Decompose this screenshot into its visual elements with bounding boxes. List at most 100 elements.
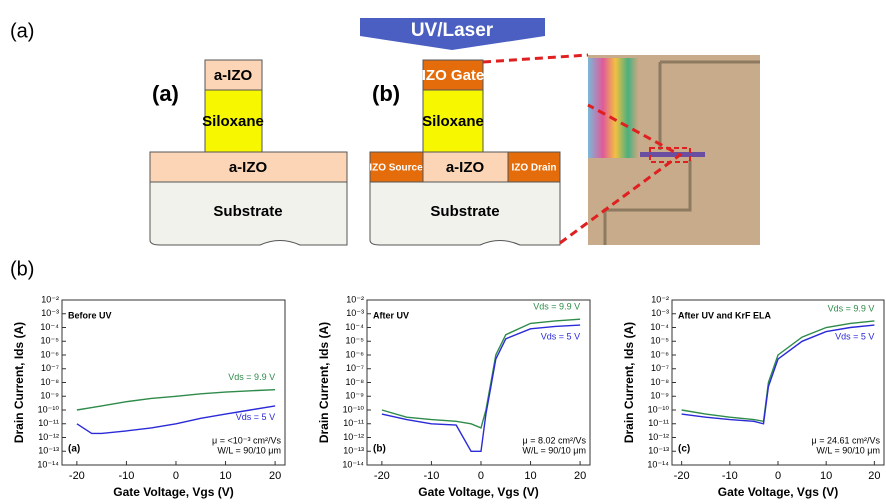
x-tick-label: -20	[69, 470, 85, 482]
y-tick-label: 10⁻²	[651, 294, 669, 304]
x-tick-label: 10	[820, 470, 832, 482]
x-tick-label: -20	[674, 470, 690, 482]
annotation: W/L = 90/10 μm	[522, 445, 586, 455]
y-tick-label: 10⁻⁷	[346, 363, 364, 373]
y-tick-label: 10⁻⁹	[40, 391, 59, 401]
panel-label: (a)	[10, 20, 34, 42]
y-axis-label: Drain Current, Ids (A)	[12, 322, 26, 443]
layer-label: Siloxane	[422, 113, 484, 130]
annotation: μ = 8.02 cm²/Vs	[523, 435, 587, 445]
layer-label: IZO Source	[369, 163, 423, 174]
y-tick-label: 10⁻²	[346, 294, 364, 304]
y-tick-label: 10⁻¹¹	[343, 418, 364, 428]
x-axis-label: Gate Voltage, Vgs (V)	[718, 485, 838, 499]
y-tick-label: 10⁻³	[41, 308, 59, 318]
device-label: (a)	[152, 81, 179, 106]
y-tick-label: 10⁻¹³	[343, 446, 364, 456]
x-tick-label: 0	[478, 470, 484, 482]
panel-label: (a)	[68, 444, 80, 455]
y-tick-label: 10⁻⁵	[651, 336, 670, 346]
x-tick-label: -10	[722, 470, 738, 482]
annotation: W/L = 90/10 μm	[217, 445, 281, 455]
y-tick-label: 10⁻¹¹	[648, 418, 669, 428]
layer-label: a-IZO	[214, 67, 253, 84]
series-label: Vds = 9.9 V	[228, 372, 275, 382]
x-tick-label: 20	[269, 470, 281, 482]
panel-label: (b)	[10, 258, 34, 280]
y-tick-label: 10⁻²	[41, 294, 59, 304]
chart: 10⁻¹⁴ 10⁻¹³ 10⁻¹² 10⁻¹¹ 10⁻¹⁰ 10⁻⁹ 10⁻⁸ 10⁻⁷ 10⁻…	[317, 294, 590, 499]
y-tick-label: 10⁻¹²	[38, 432, 59, 442]
y-tick-label: 10⁻¹⁴	[647, 459, 669, 469]
annotation: W/L = 90/10 μm	[816, 445, 880, 455]
device-a: (a) a-IZO Siloxane a-IZO Substrate	[150, 60, 347, 245]
series-label: Vds = 5 V	[236, 412, 275, 422]
uv-label: UV/Laser	[411, 20, 494, 41]
x-tick-label: -10	[118, 470, 134, 482]
layer-label: a-IZO	[446, 159, 485, 176]
y-tick-label: 10⁻¹²	[343, 432, 364, 442]
y-tick-label: 10⁻⁵	[41, 336, 60, 346]
y-tick-label: 10⁻⁷	[41, 363, 59, 373]
x-tick-label: -20	[374, 470, 390, 482]
y-tick-label: 10⁻¹⁴	[37, 459, 59, 469]
chart: 10⁻¹⁴ 10⁻¹³ 10⁻¹² 10⁻¹¹ 10⁻¹⁰ 10⁻⁹ 10⁻⁸ 10⁻⁷ 10⁻…	[12, 294, 285, 499]
x-axis-label: Gate Voltage, Vgs (V)	[418, 485, 538, 499]
y-tick-label: 10⁻⁹	[345, 391, 364, 401]
panel-label: (c)	[678, 444, 690, 455]
layer-label: Substrate	[430, 203, 499, 220]
series-line	[382, 325, 580, 451]
y-tick-label: 10⁻⁴	[345, 322, 364, 332]
device-label: (b)	[372, 81, 400, 106]
y-tick-label: 10⁻¹³	[648, 446, 669, 456]
chart-title: After UV and KrF ELA	[678, 310, 772, 320]
y-tick-label: 10⁻⁶	[651, 349, 670, 359]
figure: (a) (b) UV/Laser (a) a-IZO Siloxane a-IZ…	[0, 0, 886, 504]
layer-label: IZO Drain	[511, 163, 556, 174]
chart-title: After UV	[373, 310, 409, 320]
x-tick-label: 0	[775, 470, 781, 482]
chart-title: Before UV	[68, 310, 112, 320]
y-tick-label: 10⁻⁹	[650, 391, 669, 401]
layer-label: a-IZO	[229, 159, 268, 176]
y-tick-label: 10⁻⁸	[345, 377, 364, 387]
y-tick-label: 10⁻¹¹	[38, 418, 59, 428]
panel-label: (b)	[373, 444, 386, 455]
x-tick-label: -10	[423, 470, 439, 482]
x-axis-label: Gate Voltage, Vgs (V)	[113, 485, 233, 499]
y-tick-label: 10⁻⁵	[346, 336, 365, 346]
y-tick-label: 10⁻¹⁰	[38, 404, 60, 414]
x-tick-label: 10	[219, 470, 231, 482]
y-tick-label: 10⁻⁴	[650, 322, 669, 332]
device-b: (b) IZO Gate Siloxane IZO Source a-IZO I…	[369, 60, 560, 245]
layer-label: Substrate	[213, 203, 282, 220]
y-axis-label: Drain Current, Ids (A)	[622, 322, 636, 443]
y-tick-label: 10⁻³	[651, 308, 669, 318]
y-tick-label: 10⁻¹²	[648, 432, 669, 442]
layer-label: Siloxane	[202, 113, 264, 130]
chart: 10⁻¹⁴ 10⁻¹³ 10⁻¹² 10⁻¹¹ 10⁻¹⁰ 10⁻⁹ 10⁻⁸ 10⁻⁷ 10⁻…	[622, 294, 884, 499]
x-tick-label: 0	[173, 470, 179, 482]
y-axis-label: Drain Current, Ids (A)	[317, 322, 331, 443]
annotation: μ = <10⁻³ cm²/Vs	[212, 435, 281, 445]
layer-label: IZO Gate	[422, 67, 485, 84]
y-tick-label: 10⁻¹³	[38, 446, 59, 456]
series-label: Vds = 5 V	[541, 331, 580, 341]
y-tick-label: 10⁻⁸	[650, 377, 669, 387]
annotation: μ = 24.61 cm²/Vs	[812, 435, 881, 445]
y-tick-label: 10⁻¹⁴	[342, 459, 364, 469]
x-tick-label: 20	[574, 470, 586, 482]
y-tick-label: 10⁻⁶	[346, 349, 365, 359]
series-label: Vds = 9.9 V	[533, 302, 580, 312]
series-label: Vds = 9.9 V	[828, 303, 875, 313]
x-tick-label: 20	[868, 470, 880, 482]
photo-region	[588, 58, 638, 158]
y-tick-label: 10⁻⁷	[651, 363, 669, 373]
series-line	[77, 390, 275, 410]
y-tick-label: 10⁻⁸	[40, 377, 59, 387]
y-tick-label: 10⁻¹⁰	[343, 404, 365, 414]
y-tick-label: 10⁻¹⁰	[648, 404, 670, 414]
y-tick-label: 10⁻³	[346, 308, 364, 318]
x-tick-label: 10	[524, 470, 536, 482]
y-tick-label: 10⁻⁶	[41, 349, 60, 359]
